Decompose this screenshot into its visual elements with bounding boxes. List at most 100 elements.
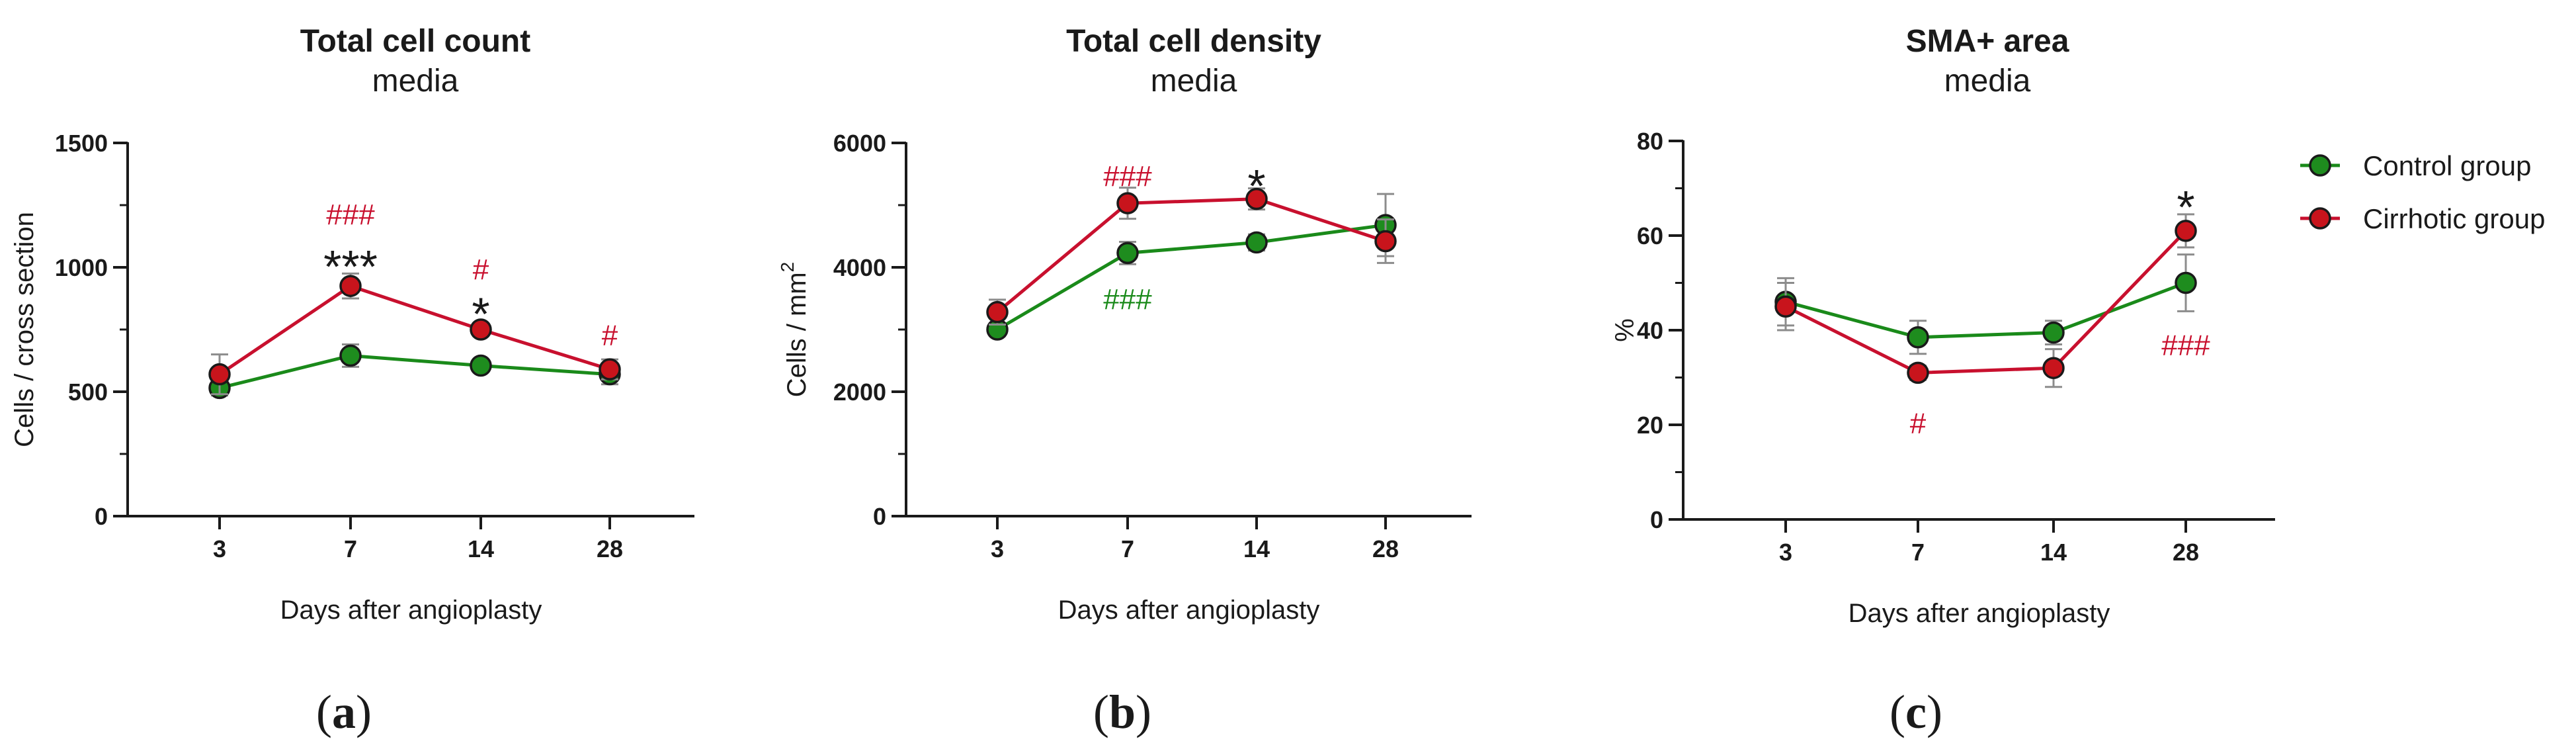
chart-subtitle: media [372, 64, 459, 99]
chart-subtitle: media [1944, 64, 2031, 99]
y-tick-label: 40 [1637, 317, 1663, 344]
legend: Control group Cirrhotic group [2300, 150, 2545, 234]
legend-label: Cirrhotic group [2363, 203, 2545, 234]
series-line [219, 353, 610, 390]
data-point [599, 358, 621, 380]
y-tick-label: 0 [1650, 506, 1663, 533]
series-cirrhotic [986, 187, 1397, 326]
chart-title: SMA+ area [1906, 24, 2069, 59]
data-point [339, 275, 362, 297]
y-tick-label: 20 [1637, 412, 1663, 439]
chart-title: Total cell density [1066, 24, 1321, 59]
series-control [1774, 253, 2197, 355]
panel-label: (a) [316, 686, 372, 738]
x-tick-label: 7 [1911, 539, 1925, 566]
data-point [2042, 357, 2065, 379]
y-tick-label: 1500 [55, 130, 108, 157]
y-tick-label: 0 [873, 503, 886, 530]
chart-panel-a: Total cell count media 0 500 1000 1500 3 7 14 28 D… [10, 24, 694, 738]
x-tick-label: 3 [1779, 539, 1792, 566]
data-point [1907, 326, 1929, 349]
data-point [2175, 271, 2197, 294]
significance-marker: # [473, 253, 489, 286]
data-point [1907, 361, 1929, 384]
y-axis-label: Cells / cross section [10, 212, 39, 447]
y-tick-label: 4000 [833, 254, 886, 281]
series-cirrhotic [1774, 213, 2197, 388]
y-axis-label-superscript: 2 [777, 262, 798, 273]
y-tick-label: 1000 [55, 254, 108, 281]
panel-label: (b) [1093, 686, 1151, 738]
data-point [1774, 295, 1797, 318]
chart-subtitle: media [1151, 64, 1237, 99]
panel-label-open-paren: ( [1093, 686, 1109, 738]
significance-marker: ### [1103, 160, 1152, 193]
chart-panel-b: Total cell density media 0 2000 4000 6000 3 7 14… [777, 24, 1472, 738]
y-axis-label-text: % [1610, 318, 1640, 342]
significance-marker: * [1247, 160, 1265, 212]
legend-item-control: Control group [2300, 150, 2531, 181]
data-point [1374, 230, 1397, 253]
data-point [2175, 220, 2197, 242]
y-tick-label: 60 [1637, 222, 1663, 249]
x-axis-label: Days after angioplasty [1058, 596, 1320, 625]
x-tick-label: 7 [344, 535, 357, 562]
panel-label-close-paren: ) [1136, 686, 1151, 738]
y-axis-label-text: Cells / mm [782, 272, 811, 397]
panel-label-letter: c [1905, 686, 1927, 738]
data-point [339, 344, 362, 367]
panel-label-close-paren: ) [1927, 686, 1942, 738]
legend-marker [2309, 207, 2331, 230]
significance-marker: ### [2161, 329, 2210, 361]
series-line [1785, 281, 2186, 339]
x-axis-label: Days after angioplasty [1849, 599, 2110, 628]
x-tick-label: 14 [468, 535, 494, 562]
y-tick-label: 2000 [833, 378, 886, 406]
x-tick-label: 28 [2173, 539, 2199, 566]
data-point [1116, 192, 1139, 214]
y-tick-label: 80 [1637, 128, 1663, 155]
y-tick-label: 500 [68, 378, 108, 406]
data-point [1116, 242, 1139, 265]
significance-marker: * [2177, 181, 2194, 233]
data-point [470, 354, 492, 377]
x-tick-label: 3 [213, 535, 226, 562]
significance-marker: * [472, 288, 489, 339]
data-point [1245, 231, 1268, 254]
significance-marker: ### [326, 199, 375, 231]
data-point [470, 318, 492, 341]
series-line [996, 223, 1386, 332]
panel-label-letter: a [332, 686, 356, 738]
y-tick-label: 0 [95, 503, 108, 530]
panels: Total cell count media 0 500 1000 1500 3 7 14 28 D… [10, 24, 2275, 738]
significance-marker: ### [1103, 283, 1152, 316]
legend-marker [2309, 154, 2331, 177]
data-point [208, 363, 231, 386]
series-control [986, 193, 1397, 341]
significance-marker: # [1910, 407, 1927, 439]
legend-item-cirrhotic: Cirrhotic group [2300, 203, 2545, 234]
panel-label-open-paren: ( [1890, 686, 1905, 738]
series-line [218, 284, 610, 376]
panel-label-open-paren: ( [316, 686, 332, 738]
data-point [986, 300, 1009, 324]
x-tick-label: 14 [1243, 535, 1270, 562]
x-axis-label: Days after angioplasty [280, 596, 542, 625]
legend-label: Control group [2363, 150, 2531, 181]
chart-title: Total cell count [300, 24, 530, 59]
significance-marker: *** [323, 241, 378, 292]
series-cirrhotic [208, 272, 621, 396]
series-line [1784, 230, 2187, 375]
x-tick-label: 28 [597, 535, 623, 562]
chart-panel-c: SMA+ area media 0 20 40 60 80 3 7 14 28 Days after … [1610, 24, 2275, 738]
y-axis-label: Cells / mm2 [777, 262, 811, 397]
y-axis-label: % [1610, 318, 1640, 342]
series-line [996, 197, 1386, 314]
data-point [2042, 321, 2065, 344]
panel-label-close-paren: ) [356, 686, 372, 738]
data-point [1245, 187, 1268, 210]
significance-marker: # [602, 320, 618, 352]
panel-label: (c) [1890, 686, 1942, 738]
x-tick-label: 3 [991, 535, 1004, 562]
